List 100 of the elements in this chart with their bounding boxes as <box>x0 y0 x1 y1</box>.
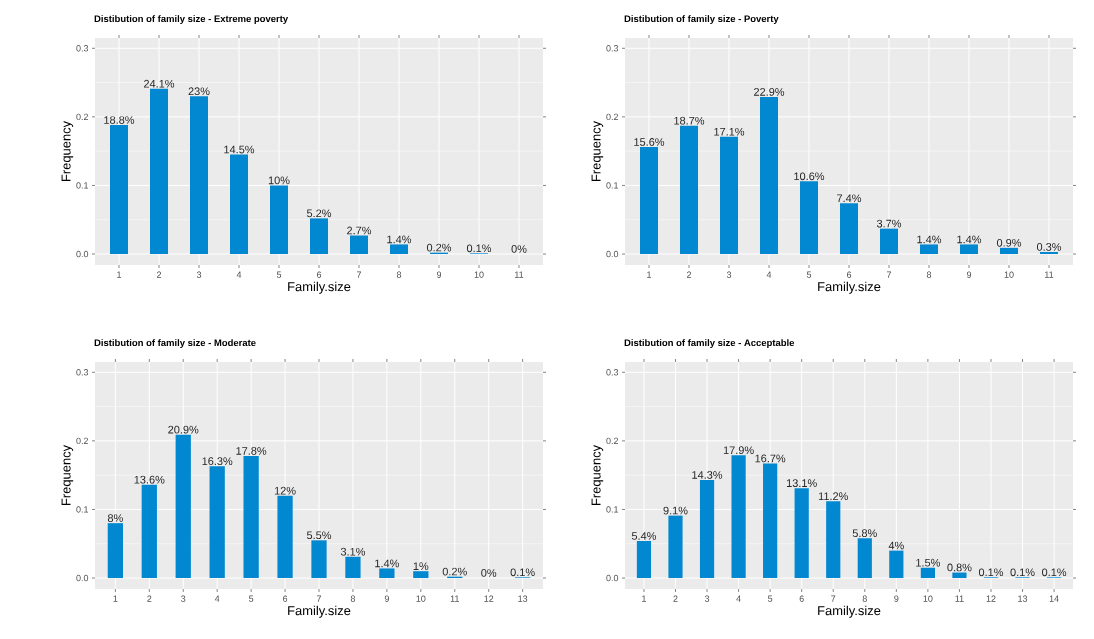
chart-title: Distibution of family size - Extreme poverty <box>94 15 289 24</box>
data-label: 3.7% <box>876 219 902 228</box>
bar <box>350 235 368 255</box>
data-label: 10% <box>268 176 290 185</box>
data-label: 1.4% <box>375 559 399 568</box>
x-tick-label: 7 <box>316 595 322 602</box>
bar <box>311 540 327 579</box>
data-label: 4% <box>888 541 904 550</box>
bar <box>636 541 652 579</box>
y-tick-label: 0.3 <box>76 45 89 52</box>
y-axis-title: Frequency <box>61 444 74 506</box>
data-label: 16.7% <box>755 454 786 463</box>
data-label: 0.9% <box>996 238 1022 247</box>
data-label: 14.5% <box>224 145 255 154</box>
x-tick-label: 2 <box>673 595 678 602</box>
bar <box>270 185 288 255</box>
data-label: 7.4% <box>837 194 862 203</box>
bar <box>668 515 683 579</box>
x-axis-title: Family.size <box>288 605 351 618</box>
data-label: 5.4% <box>631 532 657 540</box>
x-tick-label: 8 <box>926 271 932 278</box>
data-label: 3.1% <box>340 547 366 556</box>
bar <box>310 218 328 255</box>
data-label: 9.1% <box>663 506 688 515</box>
chart-title: Distibution of family size - Poverty <box>624 15 779 24</box>
y-tick-label: 0.0 <box>76 574 89 582</box>
x-tick-label: 2 <box>686 271 692 278</box>
x-tick-label: 14 <box>1049 595 1059 602</box>
bar <box>175 434 191 579</box>
x-tick-label: 12 <box>484 595 494 602</box>
data-label: 12% <box>274 486 296 495</box>
data-label: 17.9% <box>723 446 754 455</box>
data-label: 0% <box>511 245 527 253</box>
x-tick-label: 6 <box>799 595 804 602</box>
x-tick-label: 13 <box>1018 595 1028 602</box>
x-tick-label: 9 <box>384 595 389 602</box>
bar <box>1040 251 1059 255</box>
x-tick-label: 12 <box>986 595 996 602</box>
data-label: 0% <box>481 569 497 577</box>
y-tick-label: 0.2 <box>606 113 619 121</box>
bar <box>857 538 872 579</box>
bar <box>826 501 841 579</box>
x-tick-label: 4 <box>236 271 242 278</box>
y-tick-label: 0.0 <box>606 574 619 582</box>
x-tick-label: 6 <box>283 595 288 602</box>
data-label: 0.2% <box>442 567 467 576</box>
data-label: 1.4% <box>917 235 942 244</box>
bar <box>190 96 208 255</box>
x-tick-label: 9 <box>894 595 899 602</box>
x-tick-label: 8 <box>862 595 867 602</box>
x-tick-label: 7 <box>886 271 892 278</box>
bar <box>345 556 361 579</box>
data-label: 18.7% <box>674 116 705 125</box>
data-label: 1.4% <box>387 235 412 244</box>
x-tick-label: 11 <box>515 271 524 278</box>
data-label: 13.6% <box>134 475 165 484</box>
data-label: 17.1% <box>714 127 745 136</box>
bar <box>107 523 123 579</box>
bar <box>243 455 259 579</box>
y-tick-label: 0.1 <box>606 506 619 513</box>
x-tick-label: 10 <box>416 595 426 602</box>
data-label: 15.6% <box>634 138 665 146</box>
x-tick-label: 1 <box>642 595 646 602</box>
y-tick-label: 0.3 <box>606 45 619 52</box>
bar <box>794 488 809 579</box>
bar <box>960 244 979 255</box>
x-tick-label: 8 <box>350 595 356 602</box>
bar <box>880 228 899 255</box>
x-tick-label: 6 <box>316 271 322 278</box>
data-label: 11.2% <box>818 492 848 501</box>
data-label: 5.2% <box>306 209 332 218</box>
data-label: 0.1% <box>978 568 1004 577</box>
y-tick-label: 0.2 <box>76 113 89 121</box>
x-tick-label: 4 <box>214 595 220 602</box>
x-tick-label: 5 <box>768 595 773 602</box>
x-tick-label: 9 <box>436 271 442 278</box>
data-label: 18.8% <box>104 116 135 124</box>
data-label: 5.8% <box>852 529 877 538</box>
bar <box>1000 247 1019 255</box>
bar <box>141 484 157 579</box>
x-tick-label: 4 <box>766 271 772 278</box>
x-tick-label: 1 <box>647 271 652 278</box>
data-label: 0.8% <box>947 563 972 572</box>
data-label: 0.1% <box>466 244 492 253</box>
y-axis-title: Frequency <box>591 120 604 182</box>
bar <box>889 550 904 579</box>
data-label: 0.3% <box>1036 243 1062 251</box>
bar <box>731 455 746 579</box>
bar <box>760 96 779 255</box>
x-tick-label: 13 <box>518 595 528 602</box>
data-label: 17.8% <box>236 447 267 455</box>
data-label: 2.7% <box>347 226 372 235</box>
data-label: 24.1% <box>144 79 175 88</box>
x-tick-label: 10 <box>474 271 484 278</box>
chart-title: Distibution of family size - Acceptable <box>624 339 795 348</box>
bar <box>379 568 395 579</box>
y-tick-label: 0.0 <box>76 250 89 258</box>
bar <box>209 466 225 579</box>
bar <box>150 88 168 255</box>
bar <box>800 181 819 255</box>
